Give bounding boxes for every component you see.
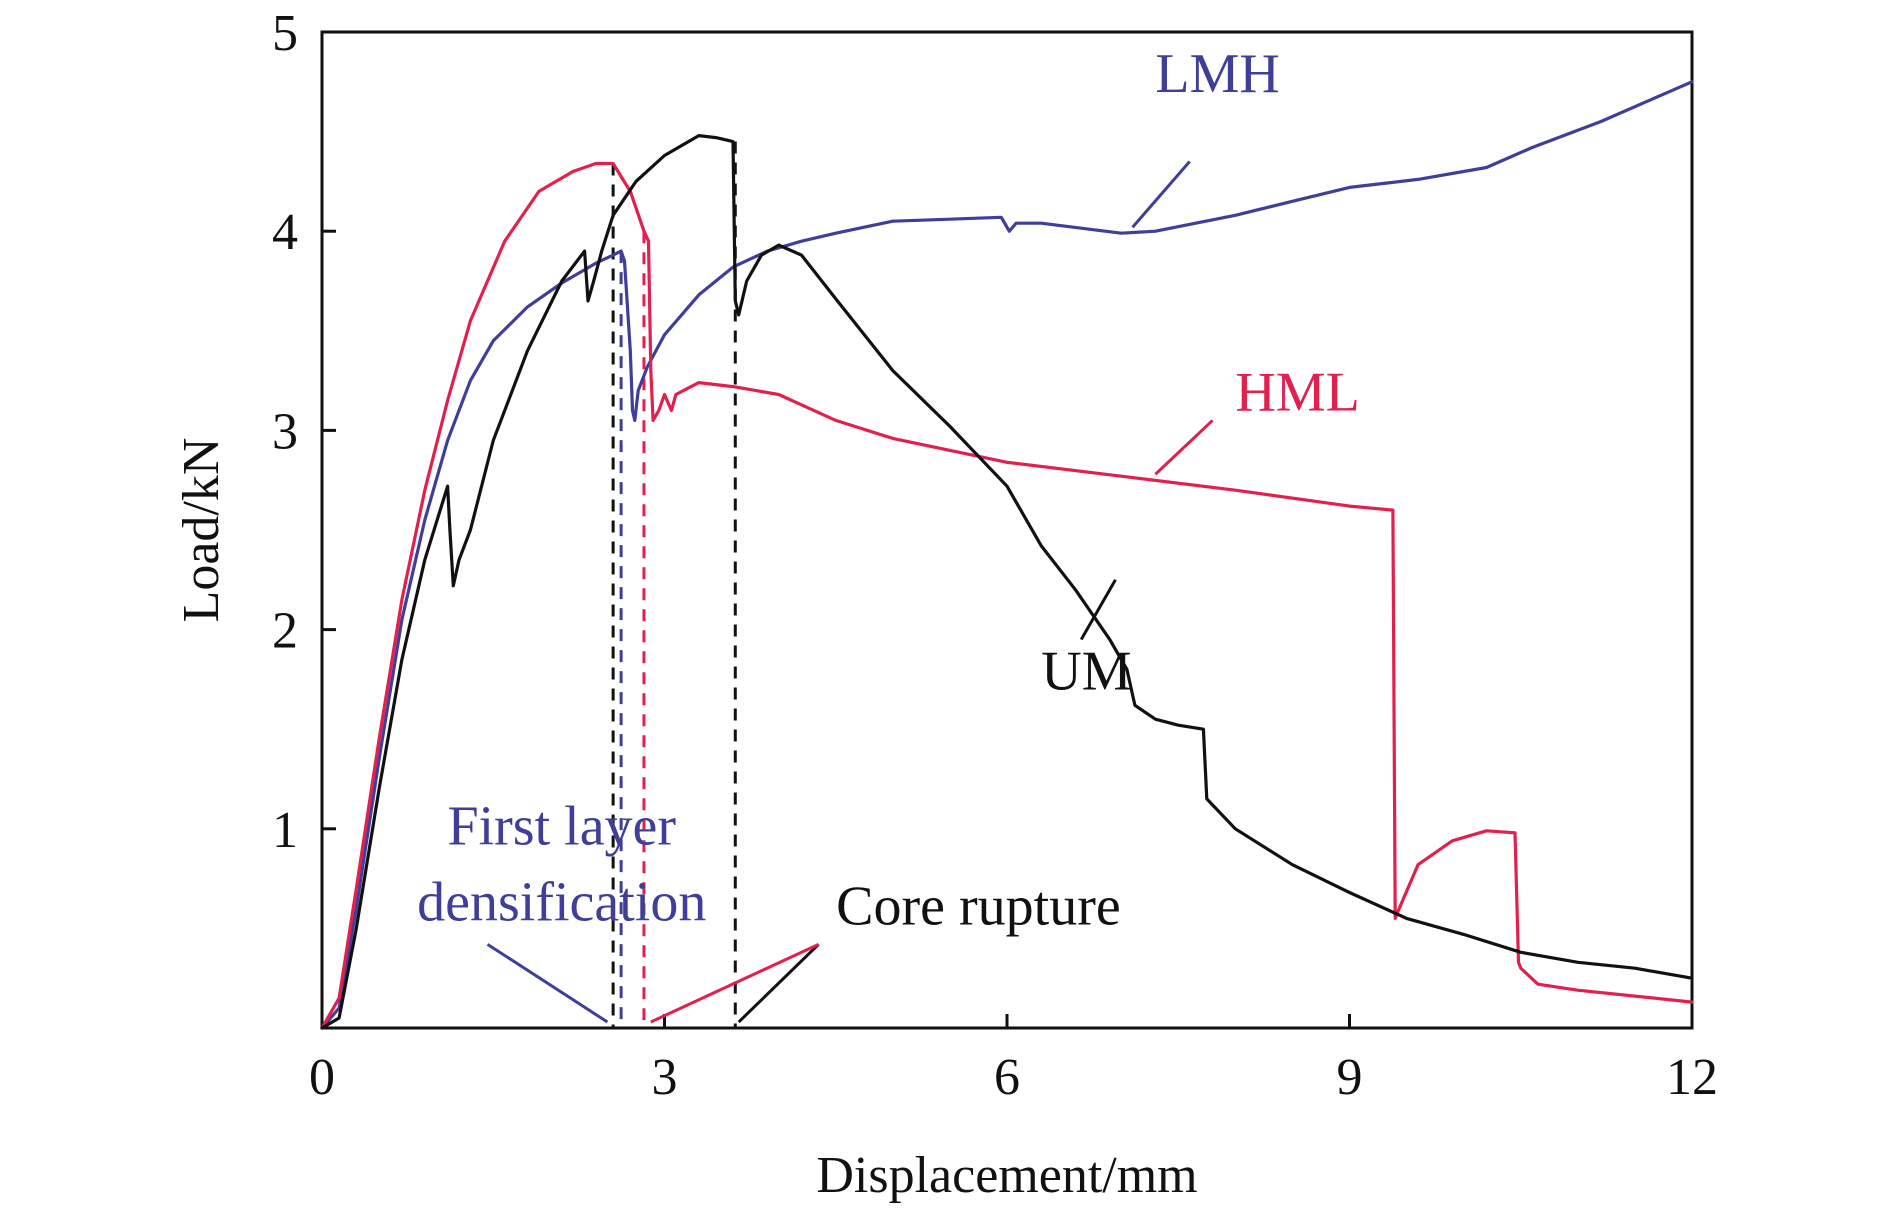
y-tick-label: 4 bbox=[272, 204, 298, 261]
x-tick-label: 12 bbox=[1666, 1049, 1718, 1106]
series-label-leader bbox=[1154, 419, 1214, 476]
series-labels: LMH HML UM bbox=[1041, 43, 1360, 703]
series-line-lmh bbox=[320, 80, 1694, 1030]
annotation-leader bbox=[650, 942, 820, 1024]
x-tick-label: 3 bbox=[652, 1049, 678, 1106]
series-line-um bbox=[320, 134, 1694, 1030]
series-label-leader bbox=[1079, 579, 1117, 641]
y-tick-label: 3 bbox=[272, 403, 298, 460]
annotations: First layer densification Core rupture bbox=[417, 796, 1121, 1024]
y-tick-label: 2 bbox=[272, 603, 298, 660]
x-tick-label: 6 bbox=[994, 1049, 1020, 1106]
annotation-text: Core rupture bbox=[836, 875, 1121, 937]
x-tick-label: 0 bbox=[309, 1049, 335, 1106]
annotation-text: densification bbox=[417, 872, 706, 934]
series-label-hml: HML bbox=[1235, 361, 1359, 423]
annotation-leader bbox=[486, 943, 609, 1024]
series-lines bbox=[320, 80, 1694, 1030]
series-label-lmh: LMH bbox=[1155, 43, 1279, 105]
x-tick-label: 9 bbox=[1337, 1049, 1363, 1106]
x-axis-title: Displacement/mm bbox=[816, 1147, 1197, 1204]
annotation-text: First layer bbox=[447, 796, 676, 858]
y-tick-label: 5 bbox=[272, 5, 298, 62]
annotation-leader bbox=[737, 943, 820, 1024]
series-line-hml bbox=[320, 161, 1694, 1030]
y-axis-title: Load/kN bbox=[173, 438, 230, 623]
series-label-leader bbox=[1131, 160, 1191, 229]
y-tick-label: 1 bbox=[272, 802, 298, 859]
series-label-um: UM bbox=[1041, 640, 1131, 702]
